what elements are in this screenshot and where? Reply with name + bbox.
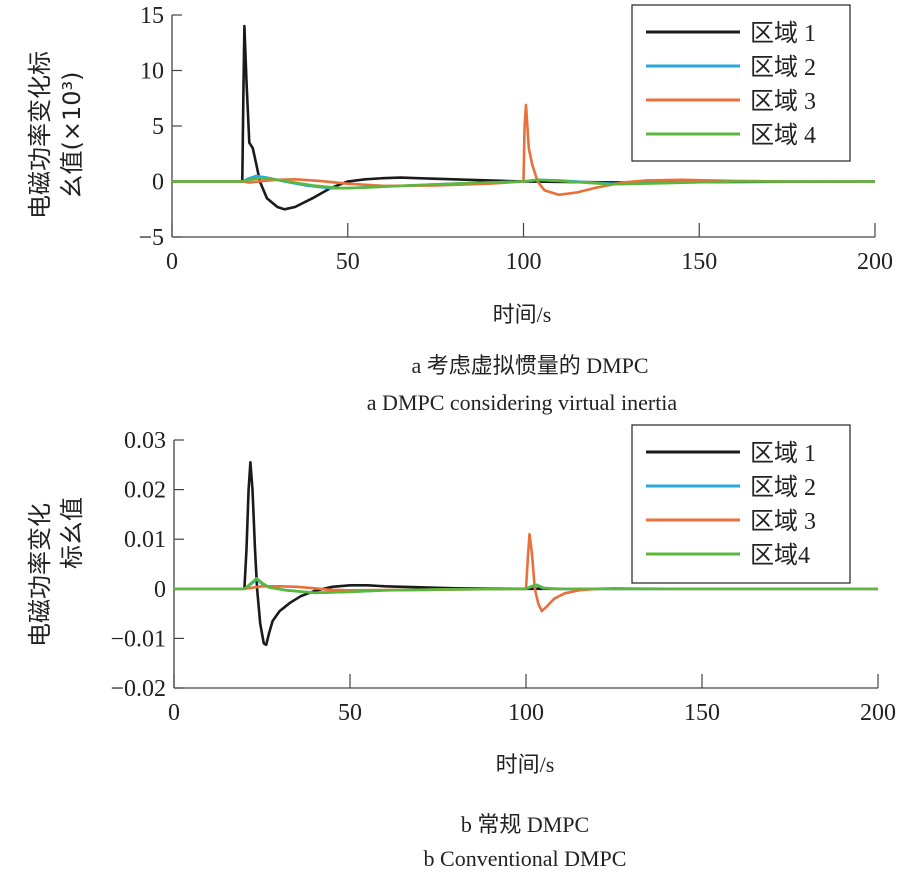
legend-entry: 区域 4 [750, 122, 816, 149]
y-axis-label-line1: 电磁功率变化 [26, 503, 54, 647]
legend-entry: 区域 3 [750, 88, 816, 115]
chart-b: 电磁功率变化 标幺值 时间/s b 常规 DMPC b Conventional… [26, 424, 896, 871]
legend-box [631, 424, 851, 584]
x-tick-label: 0 [168, 700, 180, 726]
caption-en: b Conventional DMPC [424, 846, 627, 871]
x-axis-label: 时间/s [496, 752, 555, 777]
legend-entry: 区域 2 [750, 54, 816, 81]
caption-en: a DMPC considering virtual inertia [367, 390, 678, 415]
legend-entry: 区域 2 [750, 474, 816, 501]
legend-box [631, 4, 851, 162]
x-tick-label: 200 [857, 249, 893, 275]
series-line-3 [174, 532, 878, 613]
y-tick-label: 5 [152, 114, 164, 140]
y-tick-label: 0 [154, 577, 166, 603]
y-tick-label: 10 [140, 59, 164, 85]
y-tick-label: −5 [138, 225, 164, 251]
x-tick-label: 50 [336, 249, 360, 275]
y-tick-label: 0.02 [124, 478, 166, 504]
y-tick-label: −0.02 [110, 676, 166, 702]
chart-a: 电磁功率变化标 幺值(×10³) 时间/s a 考虑虚拟惯量的 DMPC a D… [26, 3, 893, 415]
caption-cn: a 考虑虚拟惯量的 DMPC [411, 353, 648, 378]
x-tick-label: 200 [860, 700, 896, 726]
series-line-4 [172, 176, 875, 190]
y-axis-label-line2: 幺值(×10³) [58, 72, 86, 199]
x-tick-label: 150 [684, 700, 720, 726]
x-tick-label: 100 [506, 249, 542, 275]
series-line-1 [174, 461, 878, 647]
y-tick-label: 0.01 [124, 527, 166, 553]
y-axis-label-line2: 标幺值 [58, 497, 86, 569]
legend-entry: 区域 3 [750, 508, 816, 535]
series-line-4 [174, 577, 878, 595]
x-tick-label: 50 [338, 700, 362, 726]
y-tick-label: 15 [140, 3, 164, 29]
y-tick-label: −0.01 [110, 626, 166, 652]
legend-entry: 区域 1 [750, 440, 816, 467]
legend-entry: 区域4 [750, 542, 810, 569]
y-tick-label: 0 [152, 170, 164, 196]
x-axis-label: 时间/s [493, 302, 552, 327]
y-tick-label: 0.03 [124, 428, 166, 454]
x-tick-label: 100 [508, 700, 544, 726]
caption-cn: b 常规 DMPC [461, 812, 589, 837]
x-tick-label: 150 [681, 249, 717, 275]
legend-entry: 区域 1 [750, 20, 816, 47]
y-axis-label-line1: 电磁功率变化标 [26, 51, 54, 219]
x-tick-label: 0 [166, 249, 178, 275]
